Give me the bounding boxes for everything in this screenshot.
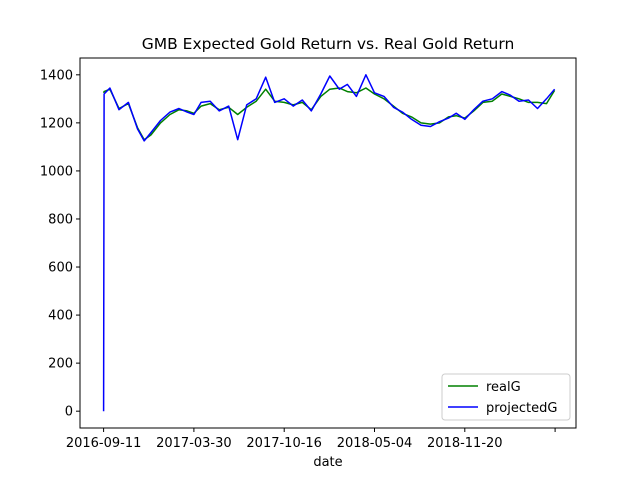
y-tick-label-800: 800	[48, 212, 73, 227]
y-tick-label-1400: 1400	[40, 68, 73, 83]
x-tick-label-2: 2017-10-16	[246, 436, 322, 451]
y-tick-label-0: 0	[65, 405, 73, 420]
x-tick-label-0: 2016-09-11	[66, 436, 142, 451]
y-tick-label-1200: 1200	[40, 116, 73, 131]
y-axis: 0 200 400 600 800 1000 1200 1400	[40, 68, 80, 420]
x-tick-label-4: 2018-11-20	[427, 436, 503, 451]
y-tick-label-600: 600	[48, 261, 73, 276]
y-tick-label-200: 200	[48, 357, 73, 372]
x-tick-label-1: 2017-03-30	[156, 436, 232, 451]
y-tick-label-400: 400	[48, 309, 73, 324]
legend-label-realG: realG	[486, 380, 521, 395]
x-tick-label-3: 2018-05-04	[337, 436, 413, 451]
series-line-projectedG	[102, 74, 556, 412]
plot-frame	[79, 57, 577, 429]
legend-label-projectedG: projectedG	[486, 401, 557, 416]
series-layer	[102, 74, 556, 412]
x-axis-label: date	[313, 455, 342, 470]
legend: realG projectedG	[441, 373, 571, 421]
y-tick-label-1000: 1000	[40, 164, 73, 179]
series-line-realG	[102, 87, 556, 141]
chart-title: GMB Expected Gold Return vs. Real Gold R…	[142, 35, 515, 53]
x-axis: 2016-09-11 2017-03-30 2017-10-16 2018-05-04…	[66, 428, 556, 451]
